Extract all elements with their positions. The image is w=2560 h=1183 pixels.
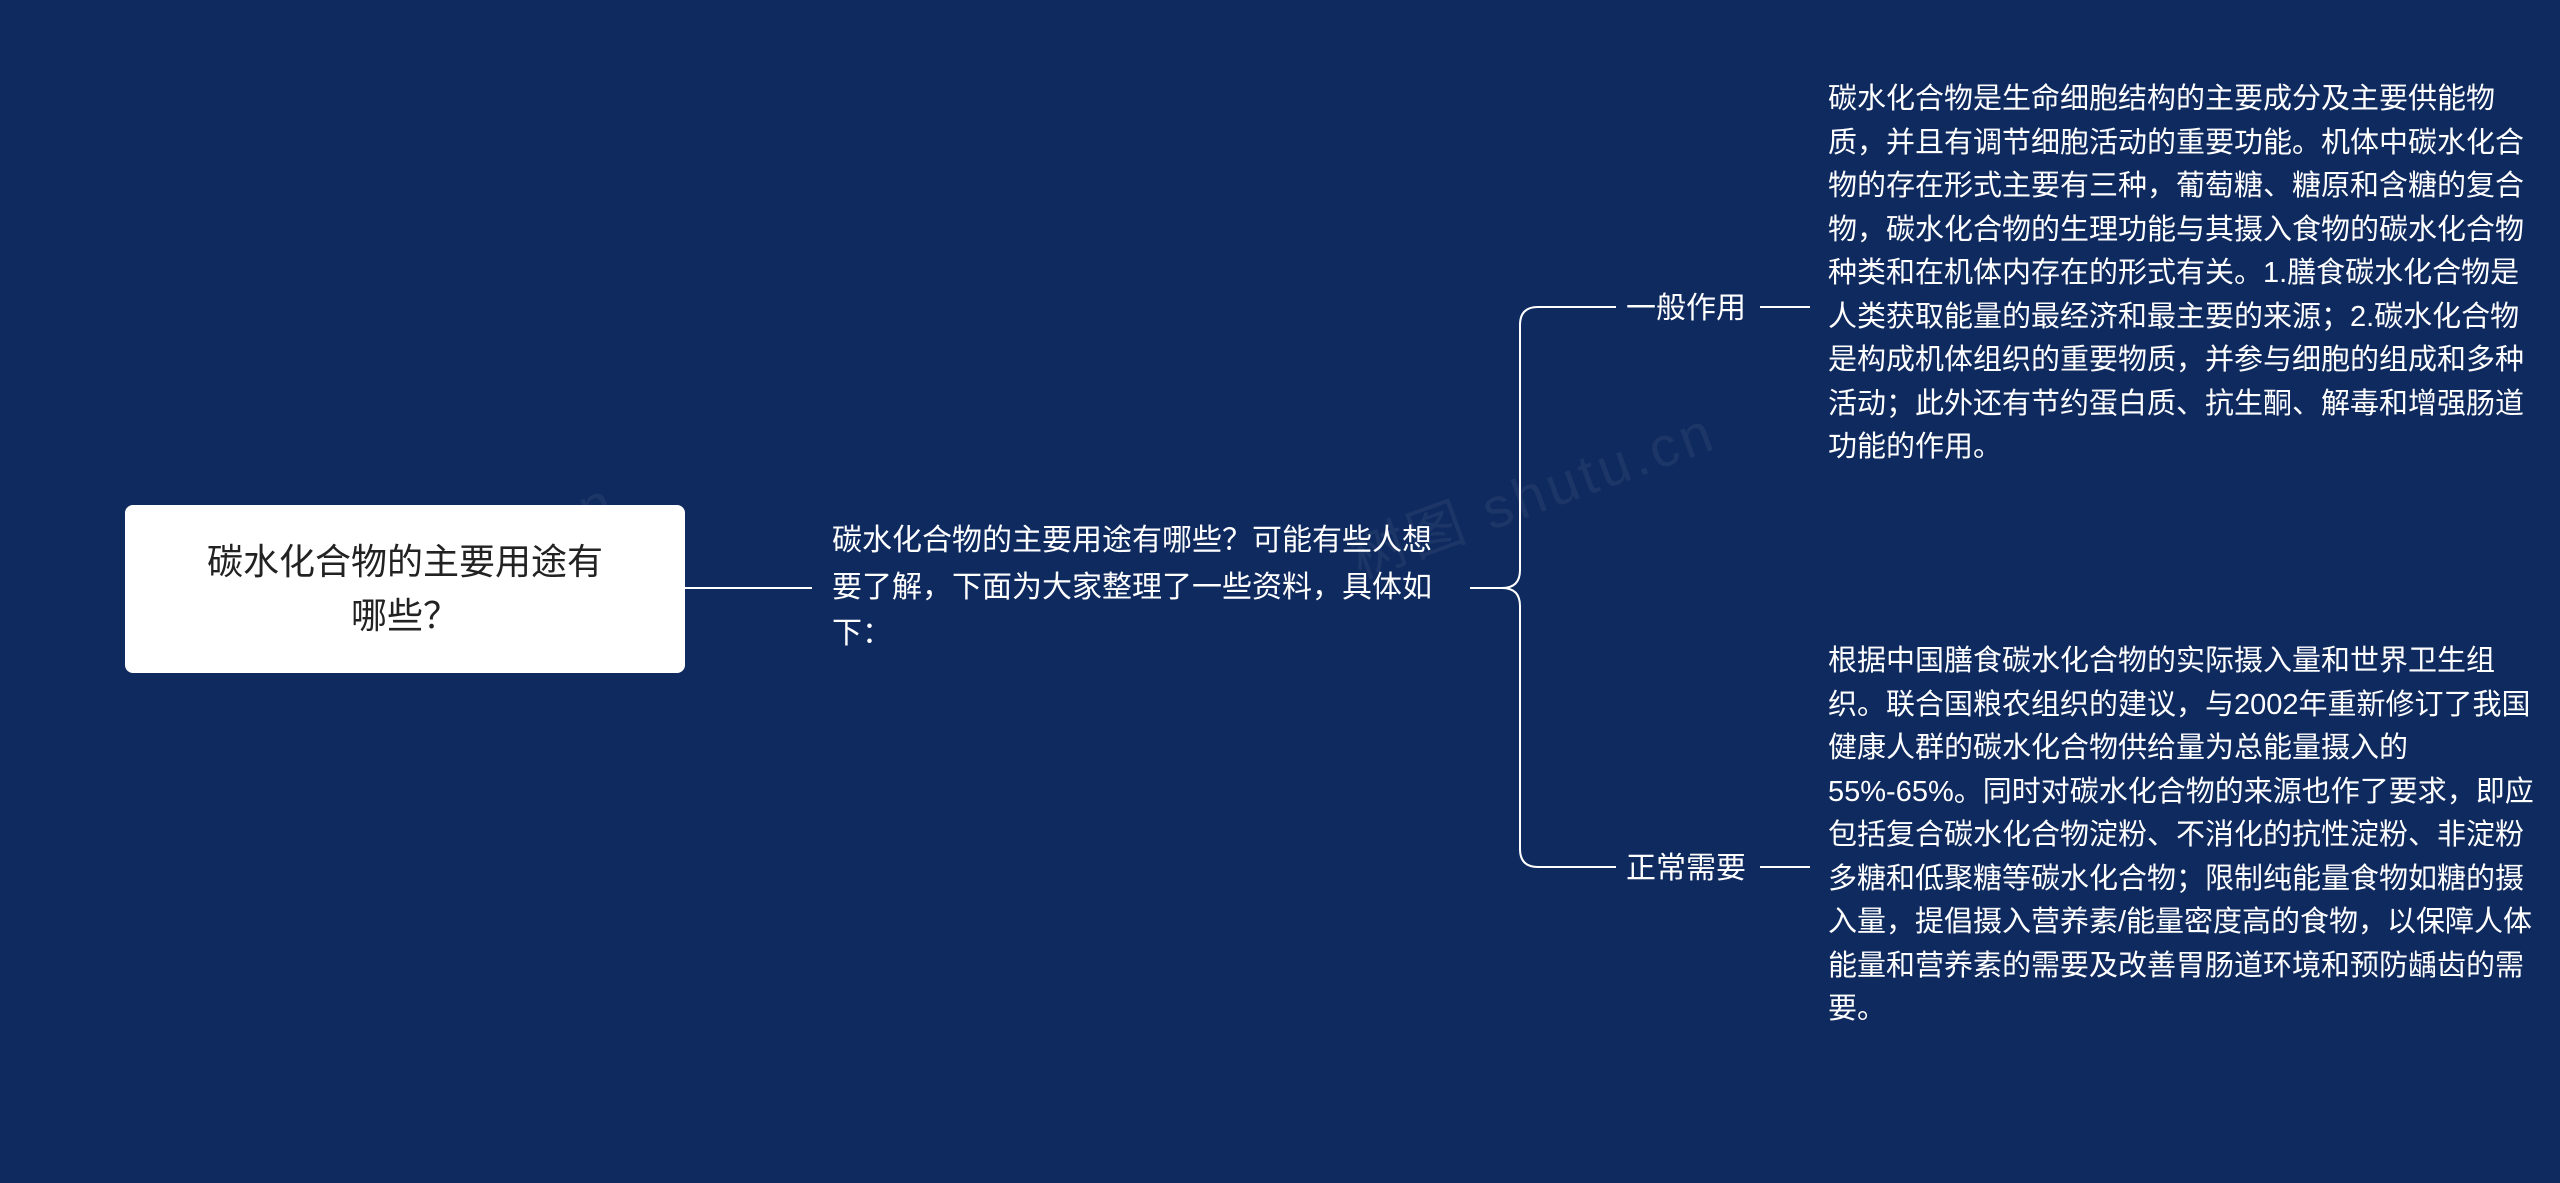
branch2-label: 正常需要 <box>1626 846 1786 893</box>
root-title-line2: 哪些？ <box>169 589 641 643</box>
branch2-leaf: 根据中国膳食碳水化合物的实际摄入量和世界卫生组织。联合国粮农组织的建议，与200… <box>1828 640 2548 1032</box>
branch1-leaf: 碳水化合物是生命细胞结构的主要成分及主要供能物质，并且有调节细胞活动的重要功能。… <box>1828 78 2548 470</box>
branch1-label: 一般作用 <box>1626 286 1786 333</box>
root-title-line1: 碳水化合物的主要用途有 <box>169 535 641 589</box>
root-node: 碳水化合物的主要用途有 哪些？ <box>125 505 685 673</box>
mindmap-canvas: 树图 shutu.cn 树图 shutu.cn 碳水化合物的主要用途有 哪些？ … <box>0 0 2560 1183</box>
level1-node: 碳水化合物的主要用途有哪些？可能有些人想要了解，下面为大家整理了一些资料，具体如… <box>832 518 1452 658</box>
